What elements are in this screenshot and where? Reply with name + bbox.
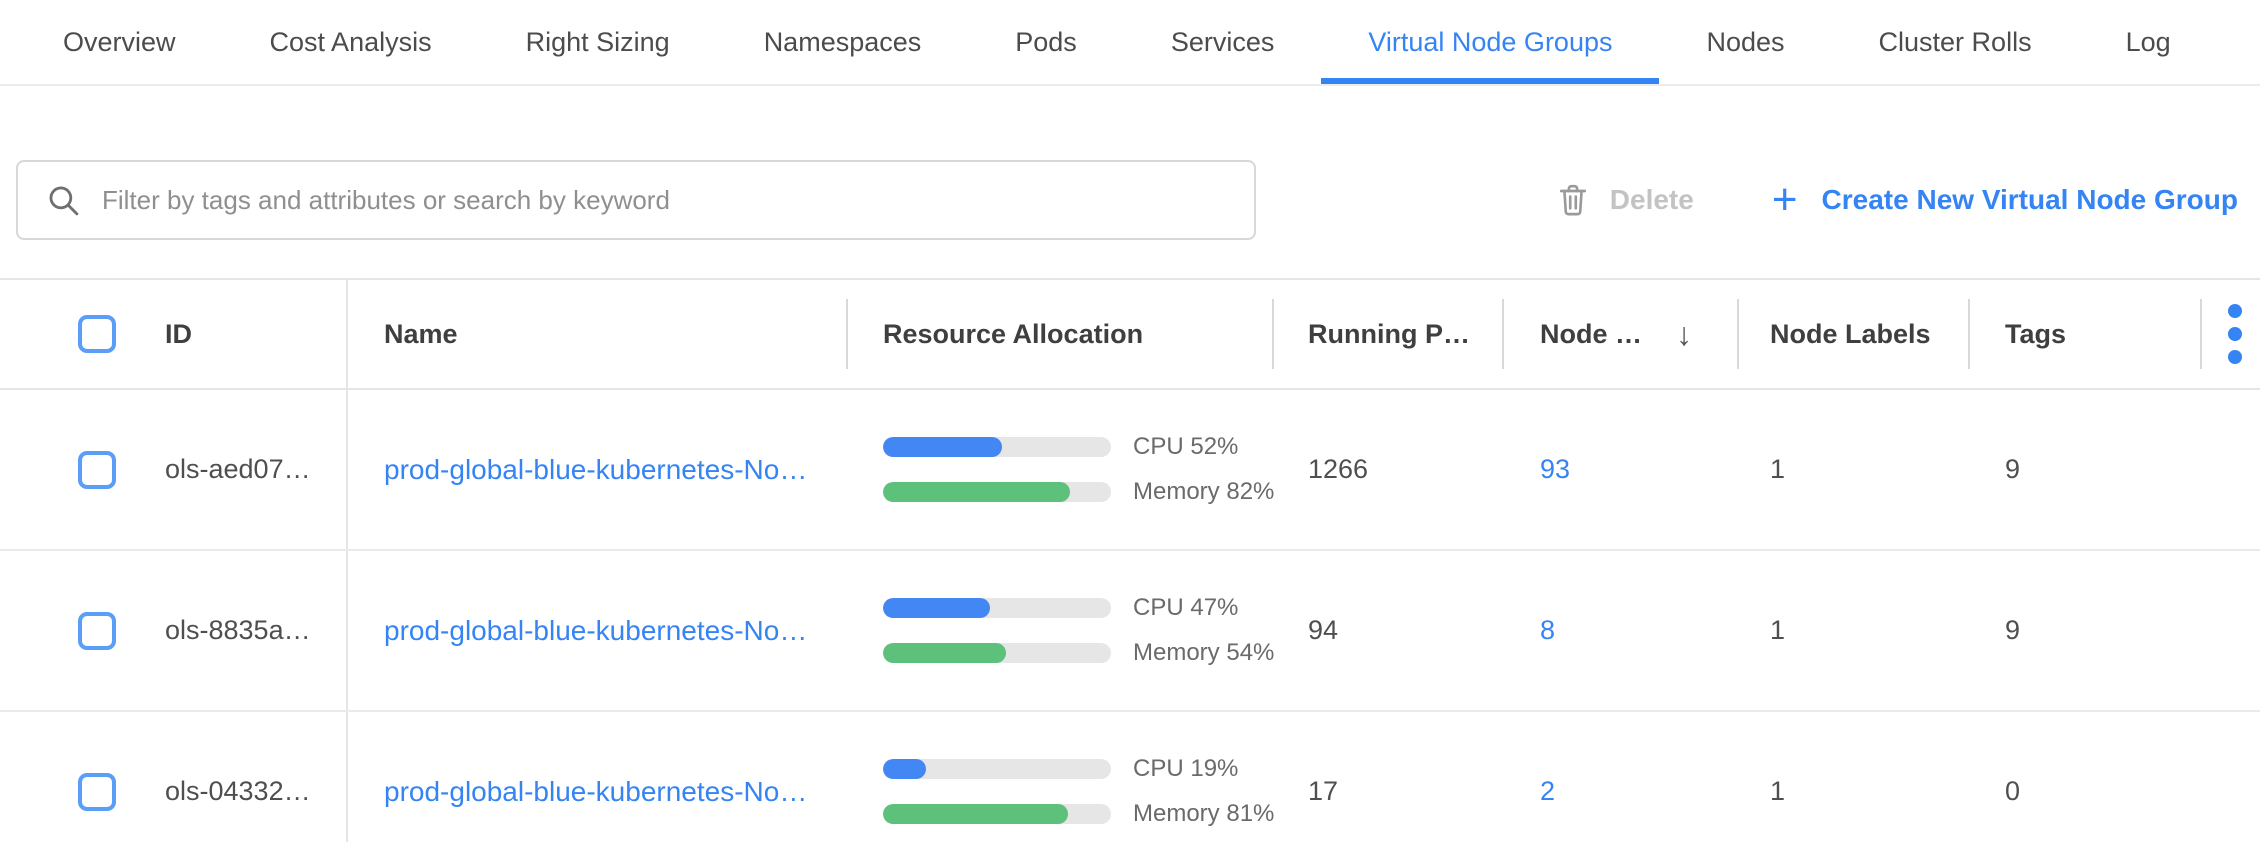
row-checkbox[interactable] <box>78 611 116 650</box>
row-node-labels: 1 <box>1770 454 1786 484</box>
table-row: ols-8835a… prod-global-blue-kubernetes-N… <box>0 551 2260 712</box>
row-nodes-link[interactable]: 2 <box>1540 776 1556 806</box>
tab-pods[interactable]: Pods <box>968 0 1124 84</box>
tab-label: Cost Analysis <box>269 26 432 57</box>
memory-bar-fill <box>883 643 1007 663</box>
cpu-label: CPU 52% <box>1133 433 1239 460</box>
delete-label: Delete <box>1609 184 1694 215</box>
row-checkbox[interactable] <box>78 450 116 489</box>
sort-desc-icon[interactable]: ↓ <box>1676 316 1693 352</box>
row-id: ols-8835a… <box>165 615 311 645</box>
cpu-bar-fill <box>883 598 991 618</box>
column-header-tags[interactable]: Tags <box>1968 280 2200 388</box>
row-running-pods: 1266 <box>1308 454 1369 484</box>
tab-services[interactable]: Services <box>1124 0 1322 84</box>
row-node-labels: 1 <box>1770 615 1786 645</box>
column-header-nodes[interactable]: Node … ↓ <box>1502 280 1737 388</box>
select-all-cell <box>0 280 140 388</box>
delete-button[interactable]: Delete <box>1556 182 1694 218</box>
tab-label: Log <box>2125 26 2171 57</box>
memory-bar-fill <box>883 804 1068 824</box>
tab-right-sizing[interactable]: Right Sizing <box>479 0 717 84</box>
row-id: ols-04332… <box>165 776 311 806</box>
row-tags: 9 <box>2005 615 2021 645</box>
column-header-name[interactable]: Name <box>346 280 846 388</box>
row-running-pods: 17 <box>1308 776 1339 806</box>
tab-namespaces[interactable]: Namespaces <box>717 0 969 84</box>
row-name-link[interactable]: prod-global-blue-kubernetes-No… <box>384 453 808 485</box>
tab-label: Right Sizing <box>525 26 670 57</box>
row-name-link[interactable]: prod-global-blue-kubernetes-No… <box>384 775 808 807</box>
search-icon <box>49 186 79 216</box>
tab-label: Nodes <box>1706 26 1785 57</box>
row-tags: 0 <box>2005 776 2021 806</box>
row-name-link[interactable]: prod-global-blue-kubernetes-No… <box>384 614 808 646</box>
column-header-running-pods[interactable]: Running P… <box>1272 280 1502 388</box>
row-node-labels: 1 <box>1770 776 1786 806</box>
memory-bar <box>883 482 1111 502</box>
row-nodes-link[interactable]: 8 <box>1540 615 1556 645</box>
row-running-pods: 94 <box>1308 615 1339 645</box>
resource-allocation: CPU 19% Memory 81% <box>883 755 1275 827</box>
column-actions-cell <box>2200 280 2260 388</box>
create-vng-label: Create New Virtual Node Group <box>1821 184 2238 215</box>
row-actions-cell <box>2200 551 2260 710</box>
column-header-node-labels[interactable]: Node Labels <box>1737 280 1968 388</box>
tab-virtual-node-groups[interactable]: Virtual Node Groups <box>1321 0 1660 84</box>
vng-table: ID Name Resource Allocation Running P… N… <box>0 278 2260 842</box>
tab-label: Cluster Rolls <box>1878 26 2032 57</box>
memory-label: Memory 81% <box>1133 800 1275 827</box>
cpu-bar-fill <box>883 437 1002 457</box>
table-header-row: ID Name Resource Allocation Running P… N… <box>0 278 2260 390</box>
column-header-resource-allocation[interactable]: Resource Allocation <box>846 280 1272 388</box>
row-actions-cell <box>2200 712 2260 842</box>
table-body: ols-aed07… prod-global-blue-kubernetes-N… <box>0 390 2260 842</box>
filter-input[interactable] <box>102 184 1230 216</box>
row-checkbox[interactable] <box>78 772 116 811</box>
tab-label: Services <box>1170 26 1275 57</box>
table-row: ols-aed07… prod-global-blue-kubernetes-N… <box>0 390 2260 551</box>
cpu-bar <box>883 759 1111 779</box>
row-id: ols-aed07… <box>165 454 311 484</box>
tab-label: Namespaces <box>763 26 922 57</box>
row-actions-cell <box>2200 390 2260 549</box>
filter-box[interactable] <box>16 160 1256 240</box>
tab-cluster-rolls[interactable]: Cluster Rolls <box>1832 0 2079 84</box>
column-header-id[interactable]: ID <box>165 318 192 349</box>
memory-bar-fill <box>883 482 1070 502</box>
table-row: ols-04332… prod-global-blue-kubernetes-N… <box>0 712 2260 842</box>
trash-icon <box>1559 184 1586 216</box>
cpu-bar-fill <box>883 759 927 779</box>
tab-cost-analysis[interactable]: Cost Analysis <box>223 0 479 84</box>
tab-label: Pods <box>1015 26 1077 57</box>
select-all-checkbox[interactable] <box>78 315 116 353</box>
row-checkbox-cell <box>0 712 140 842</box>
toolbar: Delete + Create New Virtual Node Group <box>0 160 2260 240</box>
row-checkbox-cell <box>0 551 140 710</box>
create-vng-button[interactable]: + Create New Virtual Node Group <box>1772 178 2238 222</box>
tab-bar: Overview Cost Analysis Right Sizing Name… <box>0 0 2260 86</box>
row-nodes-link[interactable]: 93 <box>1540 454 1571 484</box>
cpu-bar <box>883 437 1111 457</box>
tab-overview[interactable]: Overview <box>16 0 223 84</box>
plus-icon: + <box>1771 175 1798 224</box>
memory-bar <box>883 643 1111 663</box>
tab-nodes[interactable]: Nodes <box>1659 0 1831 84</box>
tab-log[interactable]: Log <box>2079 0 2218 84</box>
row-checkbox-cell <box>0 390 140 549</box>
tab-label: Overview <box>63 26 176 57</box>
resource-allocation: CPU 47% Memory 54% <box>883 594 1275 666</box>
memory-bar <box>883 804 1111 824</box>
tab-label: Virtual Node Groups <box>1368 26 1613 57</box>
cpu-label: CPU 47% <box>1133 594 1239 621</box>
cpu-label: CPU 19% <box>1133 755 1239 782</box>
memory-label: Memory 54% <box>1133 639 1275 666</box>
row-tags: 9 <box>2005 454 2021 484</box>
resource-allocation: CPU 52% Memory 82% <box>883 433 1275 505</box>
memory-label: Memory 82% <box>1133 478 1275 505</box>
column-settings-kebab-icon[interactable] <box>2228 304 2242 364</box>
cpu-bar <box>883 598 1111 618</box>
toolbar-actions: Delete + Create New Virtual Node Group <box>1556 160 2238 240</box>
column-header-nodes-label: Node … <box>1540 318 1643 349</box>
